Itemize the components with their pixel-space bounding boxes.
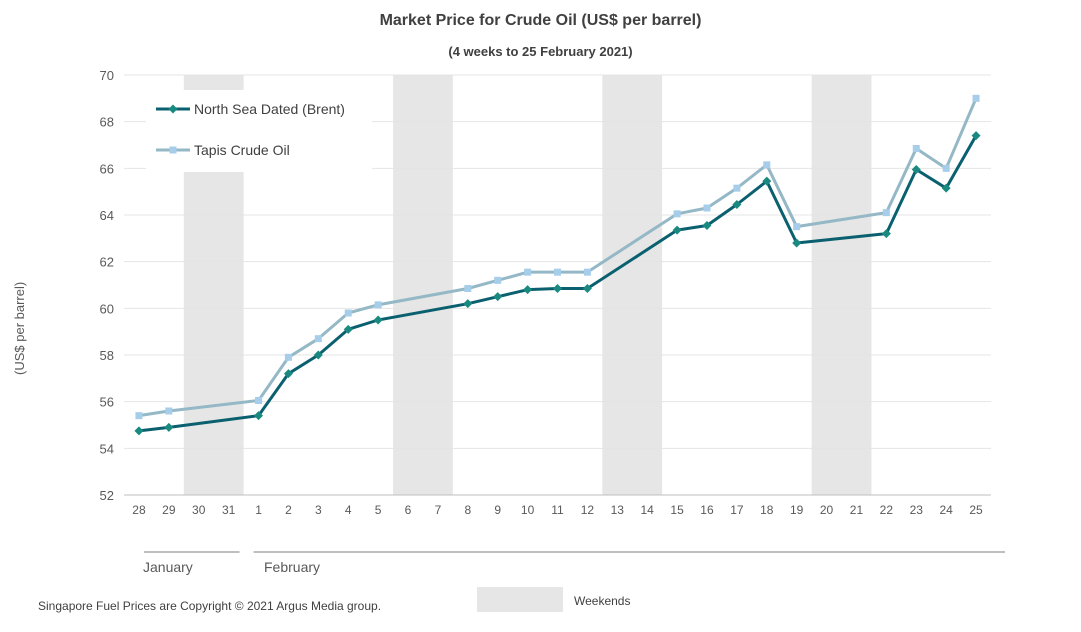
brent-point [672,225,682,235]
brent-point [941,183,951,193]
tapis-point [524,268,532,276]
y-tick-label: 68 [100,115,114,130]
x-tick-label: 15 [670,503,684,517]
x-tick-label: 8 [464,503,471,517]
y-tick-label: 66 [100,161,114,176]
tapis-point [255,397,263,404]
brent-point [792,238,802,248]
tapis-point [464,285,472,292]
tapis-point [942,164,950,172]
x-tick-label: 22 [880,503,894,517]
weekend-legend-swatch [477,587,563,612]
x-tick-label: 10 [521,503,535,517]
x-tick-label: 1 [255,503,262,517]
tapis-point [882,209,890,217]
x-tick-label: 31 [222,503,236,517]
brent-point [164,422,174,432]
weekend-legend-label: Weekends [574,594,631,608]
tapis-point [703,204,711,212]
x-tick-label: 18 [760,503,774,517]
x-tick-label: 25 [969,503,983,517]
month-label-february: February [264,559,321,575]
x-tick-label: 6 [405,503,412,517]
x-tick-label: 4 [345,503,352,517]
y-tick-label: 70 [100,68,114,83]
tapis-point [284,353,292,361]
x-tick-label: 20 [820,503,834,517]
copyright-note: Singapore Fuel Prices are Copyright © 20… [38,599,382,613]
weekend-band-3 [811,75,872,495]
x-tick-label: 30 [192,503,206,517]
tapis-point [165,407,173,415]
month-label-january: January [143,559,193,575]
y-tick-label: 52 [100,488,114,503]
x-tick-label: 23 [910,503,924,517]
chart-subtitle: (4 weeks to 25 February 2021) [448,44,633,59]
tapis-point [314,335,322,343]
brent-point [971,131,981,141]
x-tick-label: 24 [939,503,953,517]
y-tick-label: 60 [100,301,114,316]
x-tick-label: 28 [132,503,146,517]
x-tick-label: 11 [551,503,564,517]
legend-marker-0 [168,104,178,114]
brent-point [463,299,473,309]
x-tick-label: 29 [162,503,176,517]
tapis-point [733,184,741,192]
brent-point [911,165,921,174]
x-tick-label: 12 [581,503,595,517]
tapis-point [374,301,382,309]
legend-label-0: North Sea Dated (Brent) [194,101,345,117]
y-tick-label: 64 [100,208,114,223]
legend-marker-1 [169,146,177,154]
chart-title: Market Price for Crude Oil (US$ per barr… [379,12,702,29]
x-tick-label: 7 [435,503,442,517]
y-tick-label: 56 [100,395,114,410]
x-tick-label: 2 [285,503,292,517]
x-tick-label: 21 [850,503,864,517]
brent-point [702,221,712,230]
tapis-point [972,94,980,102]
brent-point [553,284,562,293]
brent-point [762,176,772,186]
brent-point [582,284,592,293]
legend-box [146,90,372,172]
tapis-point [554,268,561,276]
brent-point [254,411,264,421]
weekend-band-2 [602,75,663,495]
tapis-point [793,223,801,231]
brent-point [283,369,293,379]
tapis-point [583,268,591,276]
tapis-point [494,276,502,284]
brent-point [313,350,323,360]
y-tick-label: 62 [100,255,114,270]
x-tick-label: 19 [790,503,804,517]
brent-point [523,285,533,295]
y-tick-label: 58 [100,348,114,363]
y-tick-label: 54 [100,441,114,456]
brent-point [343,324,353,334]
x-tick-label: 13 [611,503,625,517]
brent-point [732,200,742,209]
legend-label-1: Tapis Crude Oil [194,142,290,158]
x-tick-label: 3 [315,503,322,517]
x-tick-label: 9 [494,503,501,517]
tapis-point [673,210,681,218]
x-tick-label: 5 [375,503,382,517]
x-tick-label: 16 [700,503,714,517]
x-tick-label: 17 [730,503,744,517]
brent-point [881,229,891,239]
brent-point [134,426,144,436]
x-tick-label: 14 [641,503,655,517]
brent-point [493,292,503,302]
tapis-point [135,412,143,420]
weekend-band-1 [393,75,453,495]
tapis-point [763,161,771,169]
tapis-point [344,309,352,317]
brent-point [373,315,383,325]
tapis-point [912,145,920,152]
